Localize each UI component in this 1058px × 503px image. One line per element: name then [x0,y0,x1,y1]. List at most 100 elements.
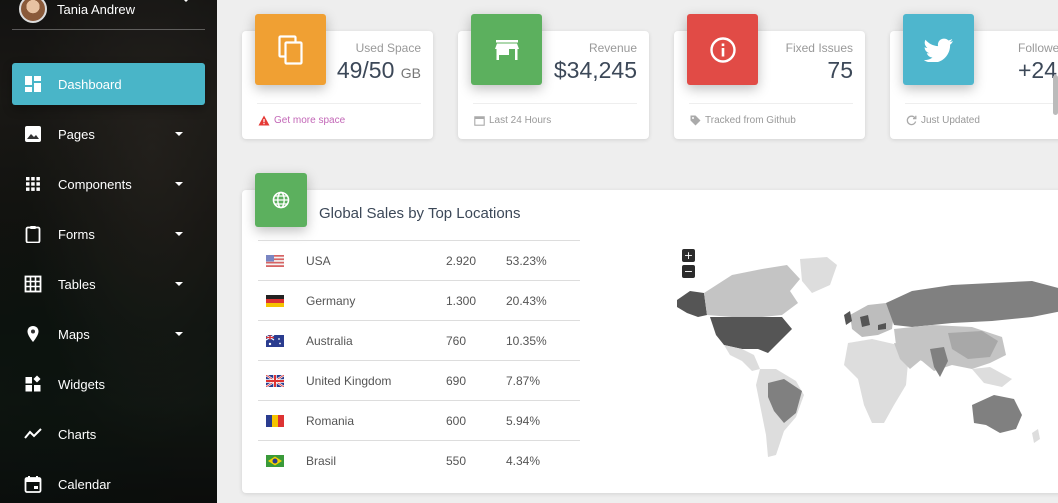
map-region-brazil [768,379,802,423]
sidebar-item-label: Components [58,176,132,192]
sales-cell: 600 [446,413,467,428]
stat-divider [257,103,421,104]
table-row: Germany 1.300 20.43% [258,280,580,321]
map-region-russia [886,281,1058,327]
country-cell: USA [306,253,331,268]
map-region-southeast-asia [972,367,1012,387]
country-cell: Australia [306,333,353,348]
flag-gb-icon [258,361,306,401]
chevron-down-icon [175,232,183,236]
stat-category: Revenue [588,41,637,55]
info-outline-icon [687,14,758,85]
stat-value: $34,245 [553,57,637,83]
map-region-australia [972,395,1022,433]
refresh-icon [906,115,917,126]
sidebar-item-label: Calendar [58,476,111,492]
chevron-down-icon [175,132,183,136]
percent-cell: 53.23% [506,253,547,268]
chevron-down-icon [182,0,190,2]
sidebar-divider [12,29,205,30]
stat-divider [473,103,637,104]
sidebar-item-label: Tables [58,276,96,292]
stat-divider [905,103,1058,104]
copy-icon [255,14,326,85]
table-row: United Kingdom 690 7.87% [258,360,580,401]
percent-cell: 7.87% [506,373,541,388]
map-region-usa [710,317,792,353]
grid-icon [24,275,42,293]
sales-cell: 2.920 [446,253,477,268]
avatar [19,0,47,23]
flag-de-icon [258,281,306,321]
sidebar: Tania Andrew Dashboard Pages Components … [0,0,217,503]
sales-table: USA 2.920 53.23% Germany 1.300 20.43% Australi… [258,240,580,481]
world-map[interactable]: + − [672,245,1058,465]
warning-icon [258,115,270,126]
world-map-svg [677,257,1058,457]
user-name: Tania Andrew [57,1,136,17]
stat-card-fixed-issues: Fixed Issues 75 Tracked from Github [674,14,865,139]
stat-footer[interactable]: Get more space [258,115,345,126]
map-region-romania [878,323,886,330]
stat-category: Fixed Issues [785,41,853,55]
percent-cell: 20.43% [506,293,547,308]
sidebar-item-components[interactable]: Components [12,163,205,205]
card-title: Global Sales by Top Locations [319,205,521,222]
percent-cell: 4.34% [506,453,541,468]
user-menu[interactable]: Tania Andrew [0,0,217,30]
scrollbar-thumb[interactable] [1053,75,1058,115]
sidebar-item-charts[interactable]: Charts [12,413,205,455]
table-row: USA 2.920 53.23% [258,240,580,281]
map-region-new-zealand [1032,429,1040,443]
stat-value: 75 [827,57,853,83]
sidebar-item-label: Charts [58,426,97,442]
map-region-canada [704,265,800,317]
dashboard-icon [25,76,41,92]
table-row: Romania 600 5.94% [258,400,580,441]
stat-card-followers: Followers +245 Just Updated [890,14,1058,139]
map-region-africa [844,339,908,423]
sidebar-item-widgets[interactable]: Widgets [12,363,205,405]
stat-card-used-space: Used Space 49/50 GB Get more space [242,14,433,139]
apps-icon [26,177,40,191]
sidebar-item-tables[interactable]: Tables [12,263,205,305]
sales-cell: 760 [446,333,467,348]
stat-footer: Just Updated [906,115,980,126]
store-icon [471,14,542,85]
sales-cell: 1.300 [446,293,477,308]
chevron-down-icon [175,282,183,286]
flag-br-icon [258,441,306,481]
sidebar-item-pages[interactable]: Pages [12,113,205,155]
zoom-in-button[interactable]: + [682,249,695,262]
sidebar-item-dashboard[interactable]: Dashboard [12,63,205,105]
map-region-middle-east [894,343,922,369]
table-row: Australia 760 10.35% [258,320,580,361]
tag-icon [690,115,701,126]
map-region-china [948,331,998,359]
map-region-germany [860,315,870,327]
sidebar-item-forms[interactable]: Forms [12,213,205,255]
sidebar-item-label: Pages [58,126,95,142]
sidebar-item-label: Maps [58,326,90,342]
map-region-greenland [800,257,837,293]
zoom-out-button[interactable]: − [682,265,695,278]
globe-icon [255,173,307,227]
stat-value: 49/50 GB [336,57,421,83]
stat-card-revenue: Revenue $34,245 Last 24 Hours [458,14,649,139]
stat-value: +245 [1018,57,1058,83]
sidebar-item-calendar[interactable]: Calendar [12,463,205,503]
country-cell: Germany [306,293,356,308]
sales-cell: 550 [446,453,467,468]
place-icon [27,326,39,342]
stat-category: Used Space [355,41,421,55]
chevron-down-icon [175,182,183,186]
map-region-europe [850,303,894,337]
chevron-down-icon [175,332,183,336]
sales-cell: 690 [446,373,467,388]
sidebar-item-label: Widgets [58,376,105,392]
country-cell: Romania [306,413,355,428]
clipboard-icon [25,226,41,243]
map-region-alaska [677,291,707,317]
sidebar-item-maps[interactable]: Maps [12,313,205,355]
map-region-india [930,347,948,377]
